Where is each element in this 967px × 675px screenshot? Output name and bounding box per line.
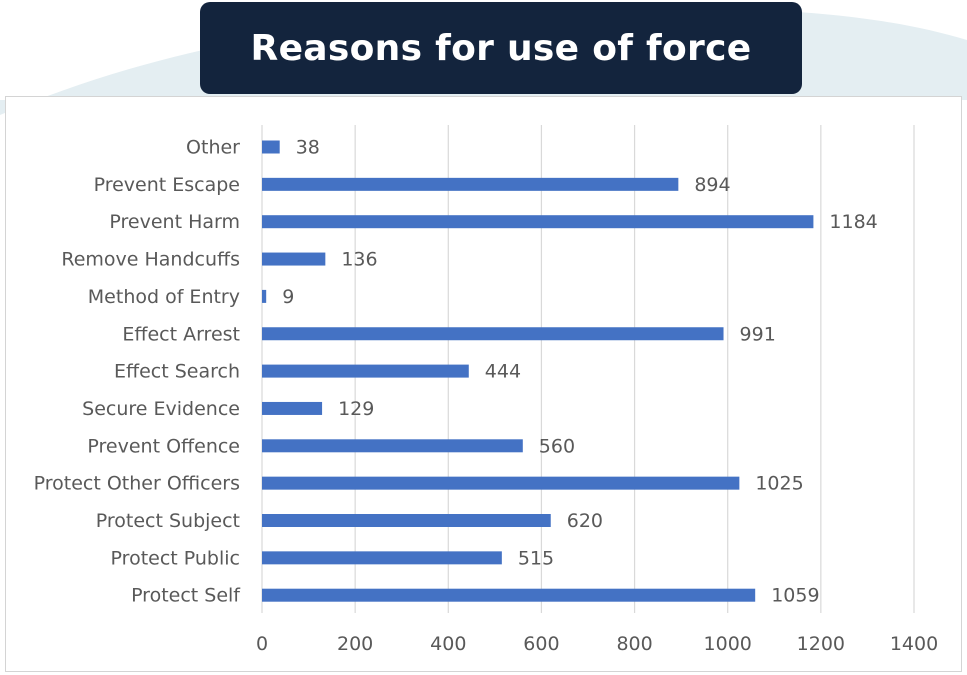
bar (262, 215, 814, 229)
x-tick-label: 600 (523, 633, 559, 655)
category-label: Method of Entry (88, 286, 240, 308)
bar (262, 289, 267, 303)
category-label: Prevent Escape (94, 174, 240, 196)
category-label: Prevent Offence (87, 435, 240, 457)
bars (262, 140, 814, 602)
category-label: Protect Self (131, 585, 241, 607)
category-label: Protect Public (111, 547, 240, 569)
data-label: 444 (485, 361, 521, 383)
bar (262, 514, 551, 527)
category-label: Remove Handcuffs (61, 249, 240, 271)
data-label: 560 (539, 435, 575, 457)
bar (262, 252, 326, 266)
category-label: Other (186, 137, 240, 159)
category-label: Prevent Harm (109, 211, 240, 233)
bar (262, 588, 756, 602)
x-tick-label: 1200 (797, 633, 845, 655)
x-axis-tick-labels: 0 200 400 600 800 1000 1200 1400 (256, 633, 938, 655)
data-label: 515 (518, 547, 554, 569)
data-label: 38 (296, 137, 320, 159)
x-tick-label: 200 (337, 633, 373, 655)
data-label: 620 (567, 510, 603, 532)
bar (262, 140, 280, 154)
bar (262, 551, 502, 565)
x-tick-label: 1000 (704, 633, 752, 655)
bar-chart: Other Prevent Escape Prevent Harm Remove Ha… (34, 125, 938, 655)
category-label: Effect Arrest (122, 323, 240, 345)
data-label: 894 (694, 174, 730, 196)
chart-title: Reasons for use of force (200, 2, 802, 94)
category-label: Protect Subject (96, 510, 240, 532)
category-labels: Other Prevent Escape Prevent Harm Remove Ha… (34, 137, 242, 607)
data-label: 1059 (771, 585, 819, 607)
bar (262, 327, 724, 341)
data-label: 9 (282, 286, 294, 308)
data-label: 136 (341, 249, 377, 271)
category-label: Secure Evidence (82, 398, 240, 420)
bar (262, 364, 469, 378)
category-label: Effect Search (114, 361, 240, 383)
data-labels: 38 894 1184 136 9 991 444 129 560 1025 620 515 1059 (282, 137, 878, 607)
data-label: 1184 (829, 211, 877, 233)
chart-panel: Other Prevent Escape Prevent Harm Remove Ha… (5, 96, 962, 672)
x-tick-label: 400 (430, 633, 466, 655)
bar (262, 401, 323, 415)
data-label: 1025 (755, 473, 803, 495)
bar (262, 177, 679, 191)
data-label: 129 (338, 398, 374, 420)
bar (262, 439, 523, 453)
x-tick-label: 0 (256, 633, 268, 655)
x-tick-label: 800 (616, 633, 652, 655)
bar (262, 476, 740, 490)
data-label: 991 (740, 323, 776, 345)
x-tick-label: 1400 (890, 633, 938, 655)
category-label: Protect Other Officers (34, 473, 240, 495)
